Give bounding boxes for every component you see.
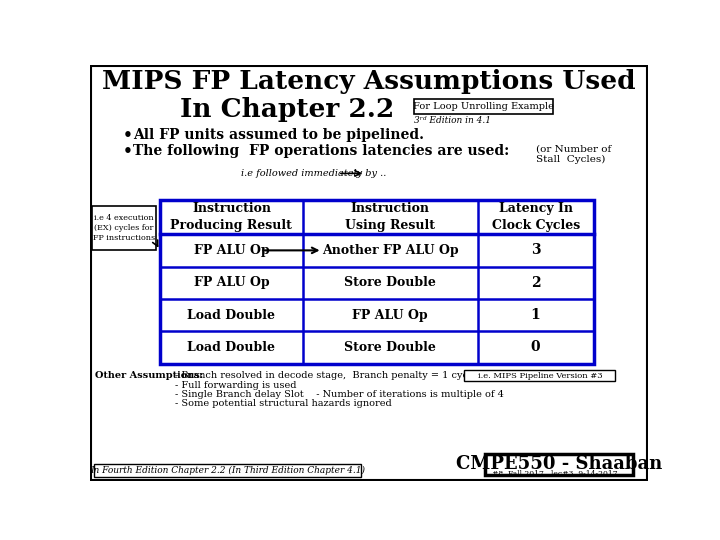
- Text: Another FP ALU Op: Another FP ALU Op: [322, 244, 459, 257]
- Text: Store Double: Store Double: [344, 341, 436, 354]
- Text: Load Double: Load Double: [187, 341, 276, 354]
- Bar: [485, 454, 632, 475]
- Text: #8  Fall 2017   lec#3  9-14-2017: #8 Fall 2017 lec#3 9-14-2017: [492, 470, 618, 478]
- Text: - Some potential structural hazards ignored: - Some potential structural hazards igno…: [175, 399, 392, 408]
- Text: - Full forwarding is used: - Full forwarding is used: [175, 381, 297, 389]
- Text: MIPS FP Latency Assumptions Used: MIPS FP Latency Assumptions Used: [102, 69, 636, 93]
- Text: The following  FP operations latencies are used:: The following FP operations latencies ar…: [132, 144, 509, 158]
- Bar: [91, 206, 156, 251]
- Text: 2: 2: [531, 276, 541, 289]
- Text: Instruction
Using Result: Instruction Using Result: [346, 202, 436, 232]
- Text: Other Assumptions:: Other Assumptions:: [94, 372, 203, 380]
- Text: FP ALU Op: FP ALU Op: [353, 308, 428, 321]
- Text: - Branch resolved in decode stage,  Branch penalty = 1 cycle: - Branch resolved in decode stage, Branc…: [175, 372, 477, 380]
- Text: •: •: [122, 144, 132, 159]
- Text: 3ʳᵈ Edition in 4.1: 3ʳᵈ Edition in 4.1: [414, 117, 491, 125]
- Text: 3: 3: [531, 244, 541, 258]
- Bar: [414, 99, 554, 114]
- Text: In Chapter 2.2: In Chapter 2.2: [181, 97, 395, 122]
- Text: i.e 4 execution
(EX) cycles for
FP instructions: i.e 4 execution (EX) cycles for FP instr…: [93, 214, 155, 242]
- Text: •: •: [122, 128, 132, 143]
- Text: CMPE550 - Shaaban: CMPE550 - Shaaban: [456, 455, 662, 474]
- Bar: [160, 200, 594, 363]
- Text: Load Double: Load Double: [187, 308, 276, 321]
- Bar: [464, 370, 616, 381]
- Text: 0: 0: [531, 340, 541, 354]
- Text: - Single Branch delay Slot    - Number of iterations is multiple of 4: - Single Branch delay Slot - Number of i…: [175, 390, 504, 399]
- Text: (or Number of
Stall  Cycles): (or Number of Stall Cycles): [536, 144, 611, 164]
- Text: Latency In
Clock Cycles: Latency In Clock Cycles: [492, 202, 580, 232]
- Text: All FP units assumed to be pipelined.: All FP units assumed to be pipelined.: [132, 128, 423, 142]
- Text: i.e followed immediately by ..: i.e followed immediately by ..: [241, 168, 387, 178]
- Text: i.e. MIPS Pipeline Version #3: i.e. MIPS Pipeline Version #3: [477, 372, 602, 380]
- Bar: [94, 464, 361, 477]
- Text: For Loop Unrolling Example: For Loop Unrolling Example: [413, 102, 554, 111]
- Text: In Fourth Edition Chapter 2.2 (In Third Edition Chapter 4.1): In Fourth Edition Chapter 2.2 (In Third …: [90, 466, 365, 475]
- Text: Store Double: Store Double: [344, 276, 436, 289]
- Text: 1: 1: [531, 308, 541, 322]
- Text: FP ALU Op: FP ALU Op: [194, 244, 269, 257]
- Text: Instruction
Producing Result: Instruction Producing Result: [171, 202, 292, 232]
- Text: FP ALU Op: FP ALU Op: [194, 276, 269, 289]
